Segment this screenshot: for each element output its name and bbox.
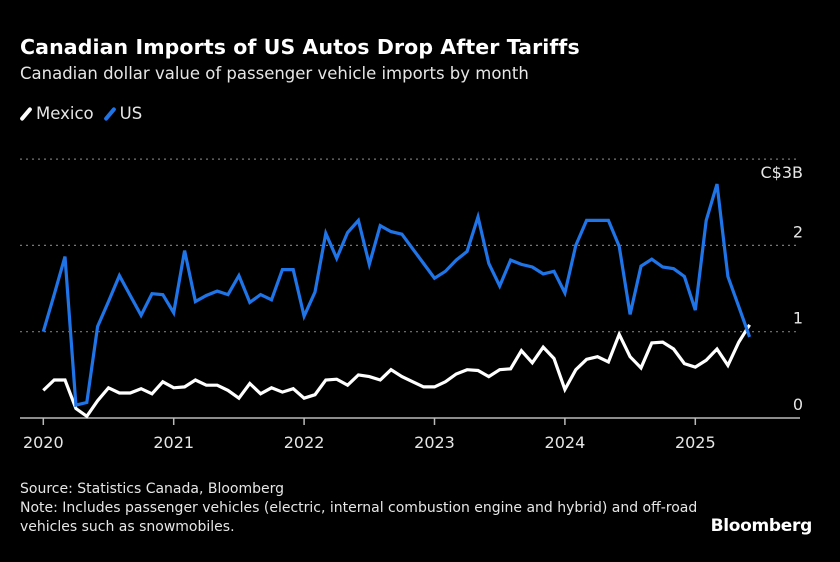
chart-subtitle: Canadian dollar value of passenger vehic…	[20, 64, 529, 83]
legend-label-mexico: Mexico	[36, 104, 94, 123]
y-tick-label: C$3B	[760, 163, 803, 182]
x-tick-label: 2022	[284, 433, 325, 452]
x-tick-label: 2024	[545, 433, 586, 452]
y-tick-label: 2	[793, 222, 803, 241]
y-tick-label: 0	[793, 395, 803, 414]
legend-item-mexico: Mexico	[19, 104, 94, 123]
footnote: Note: Includes passenger vehicles (elect…	[20, 500, 698, 535]
source-note: Source: Statistics Canada, Bloomberg	[20, 481, 285, 497]
x-tick-label: 2020	[23, 433, 64, 452]
series-line-us	[41, 183, 752, 408]
y-tick-label: 1	[793, 309, 803, 328]
legend: Mexico US	[19, 104, 152, 123]
chart-title: Canadian Imports of US Autos Drop After …	[20, 35, 580, 59]
legend-label-us: US	[119, 104, 143, 123]
x-tick-label: 2025	[675, 433, 716, 452]
x-tick-label: 2021	[153, 433, 194, 452]
bloomberg-logo: Bloomberg	[710, 516, 813, 536]
x-tick-label: 2023	[414, 433, 455, 452]
legend-item-us: US	[102, 104, 143, 123]
series-line-mexico	[42, 323, 751, 419]
